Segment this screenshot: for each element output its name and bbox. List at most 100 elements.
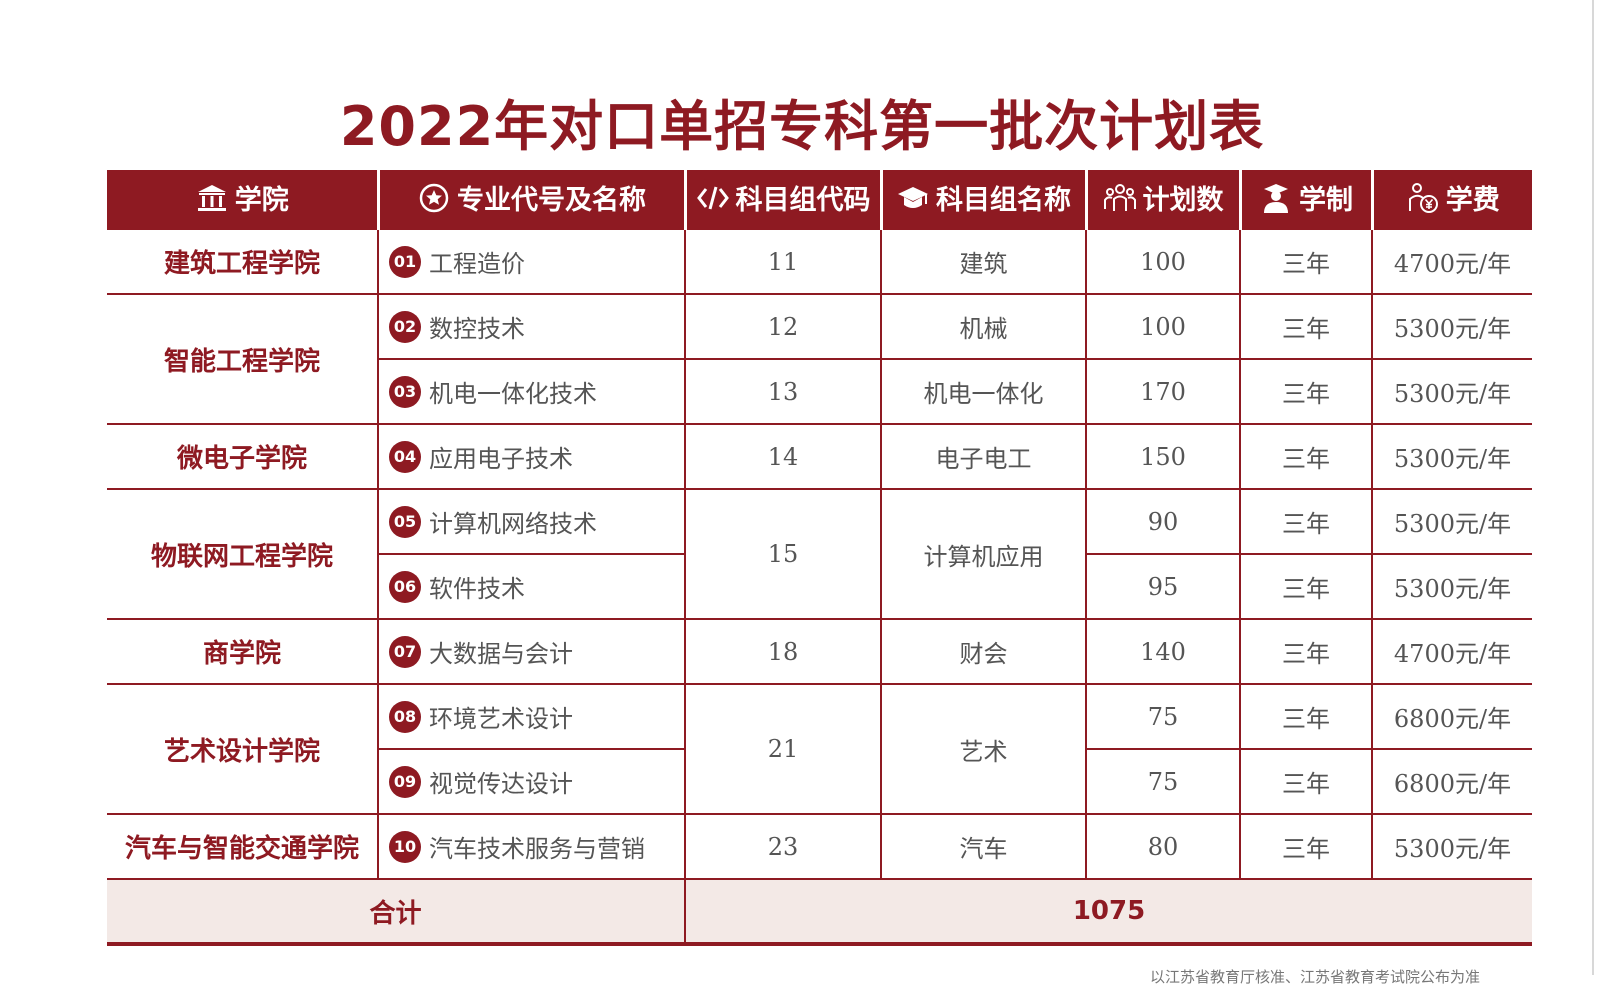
group-code-cell: 18 <box>684 619 881 685</box>
group-name-cell: 机电一体化 <box>880 359 1086 425</box>
header-plan-label: 计划数 <box>1142 185 1224 217</box>
group-name-cell: 机械 <box>880 294 1086 360</box>
table-row: 06 软件技术 95 三年 5300元/年 <box>107 554 1532 620</box>
major-cell: 09 视觉传达设计 <box>377 749 685 815</box>
major-number-badge: 09 <box>389 765 421 798</box>
plan-cell: 90 <box>1085 489 1240 555</box>
major-cell: 10 汽车技术服务与营销 <box>377 814 685 880</box>
header-major-label: 专业代号及名称 <box>457 185 646 217</box>
header-group-code-label: 科目组代码 <box>735 185 871 217</box>
major-number-badge: 03 <box>389 375 421 408</box>
major-cell: 02 数控技术 <box>377 294 685 360</box>
header-fee: 学费 <box>1370 170 1532 230</box>
header-fee-label: 学费 <box>1445 185 1500 217</box>
institution-icon <box>195 181 229 215</box>
major-name: 工程造价 <box>429 250 525 278</box>
major-cell: 07 大数据与会计 <box>377 619 685 685</box>
group-name-cell: 电子电工 <box>880 424 1086 490</box>
table-row: 商学院 07 大数据与会计 18 财会 140 三年 4700元/年 <box>107 619 1532 685</box>
plan-cell: 140 <box>1085 619 1240 685</box>
group-name-cell: 艺术 <box>880 684 1086 815</box>
header-group-name-label: 科目组名称 <box>936 185 1071 217</box>
duration-cell: 三年 <box>1239 230 1372 295</box>
college-cell: 汽车与智能交通学院 <box>107 814 378 880</box>
group-name-cell: 汽车 <box>880 814 1086 880</box>
plan-cell: 100 <box>1085 294 1240 360</box>
page-title: 2022年对口单招专科第一批次计划表 <box>339 95 1265 158</box>
table-row: 物联网工程学院 05 计算机网络技术 15 计算机应用 90 三年 5300元/年 <box>107 489 1532 620</box>
table-row: 03 机电一体化技术 13 机电一体化 170 三年 5300元/年 <box>107 359 1532 425</box>
header-major: 专业代号及名称 <box>376 170 685 230</box>
header-plan: 计划数 <box>1084 170 1240 230</box>
plan-cell: 80 <box>1085 814 1240 880</box>
total-value: 1075 <box>684 879 1532 946</box>
college-cell: 商学院 <box>107 619 378 685</box>
fee-cell: 5300元/年 <box>1371 489 1532 555</box>
plan-cell: 75 <box>1085 684 1240 750</box>
header-duration: 学制 <box>1238 170 1372 230</box>
table-row: 09 视觉传达设计 75 三年 6800元/年 <box>107 749 1532 815</box>
graduate-person-icon <box>1259 181 1293 215</box>
header-group-code: 科目组代码 <box>683 170 881 230</box>
table-row: 建筑工程学院 01 工程造价 11 建筑 100 三年 4700元/年 <box>107 230 1532 295</box>
duration-cell: 三年 <box>1239 619 1372 685</box>
duration-cell: 三年 <box>1239 684 1372 750</box>
major-cell: 06 软件技术 <box>377 554 685 620</box>
duration-cell: 三年 <box>1239 814 1372 880</box>
group-code-cell: 15 <box>684 489 881 620</box>
duration-cell: 三年 <box>1239 424 1372 490</box>
total-row: 合计 1075 <box>107 879 1532 946</box>
college-cell: 建筑工程学院 <box>107 230 378 295</box>
plan-table: 学院 专业代号及名称 科目组代码 <box>107 170 1532 946</box>
group-code-cell: 12 <box>684 294 881 360</box>
duration-cell: 三年 <box>1239 359 1372 425</box>
group-code-cell: 21 <box>684 684 881 815</box>
fee-cell: 4700元/年 <box>1371 619 1532 685</box>
fee-cell: 5300元/年 <box>1371 294 1532 360</box>
page-edge-divider <box>1592 0 1594 975</box>
header-college-label: 学院 <box>234 185 289 217</box>
fee-cell: 4700元/年 <box>1371 230 1532 295</box>
major-number-badge: 02 <box>389 310 421 343</box>
major-number-badge: 04 <box>389 440 421 473</box>
major-name: 机电一体化技术 <box>429 380 597 408</box>
duration-cell: 三年 <box>1239 294 1372 360</box>
star-circle-icon <box>417 181 451 215</box>
plan-cell: 170 <box>1085 359 1240 425</box>
major-number-badge: 10 <box>389 830 421 863</box>
major-cell: 01 工程造价 <box>377 230 685 295</box>
fee-cell: 6800元/年 <box>1371 684 1532 750</box>
fee-cell: 5300元/年 <box>1371 554 1532 620</box>
major-number-badge: 08 <box>389 700 421 733</box>
major-name: 数控技术 <box>429 315 525 343</box>
duration-cell: 三年 <box>1239 489 1372 555</box>
major-name: 汽车技术服务与营销 <box>429 835 645 863</box>
major-number-badge: 06 <box>389 570 421 603</box>
plan-cell: 75 <box>1085 749 1240 815</box>
major-number-badge: 05 <box>389 505 421 538</box>
major-name: 软件技术 <box>429 575 525 603</box>
person-yuan-icon <box>1406 181 1440 215</box>
major-name: 视觉传达设计 <box>429 770 573 798</box>
major-name: 大数据与会计 <box>429 640 573 668</box>
duration-cell: 三年 <box>1239 749 1372 815</box>
header-group-name: 科目组名称 <box>879 170 1086 230</box>
plan-cell: 150 <box>1085 424 1240 490</box>
major-number-badge: 01 <box>389 245 421 278</box>
major-cell: 08 环境艺术设计 <box>377 684 685 750</box>
major-cell: 05 计算机网络技术 <box>377 489 685 555</box>
fee-cell: 6800元/年 <box>1371 749 1532 815</box>
footnote: 以江苏省教育厅核准、江苏省教育考试院公布为准 <box>1150 968 1481 986</box>
group-code-cell: 13 <box>684 359 881 425</box>
plan-cell: 95 <box>1085 554 1240 620</box>
code-brackets-icon <box>696 181 730 215</box>
header-college: 学院 <box>107 170 378 230</box>
header-row: 学院 专业代号及名称 科目组代码 <box>107 170 1532 230</box>
group-name-cell: 建筑 <box>880 230 1086 295</box>
major-name: 环境艺术设计 <box>429 705 573 733</box>
college-cell: 艺术设计学院 <box>107 684 378 815</box>
group-name-cell: 计算机应用 <box>880 489 1086 620</box>
table-row: 艺术设计学院 08 环境艺术设计 21 艺术 75 三年 6800元/年 <box>107 684 1532 815</box>
header-duration-label: 学制 <box>1299 185 1353 217</box>
table-row: 汽车与智能交通学院 10 汽车技术服务与营销 23 汽车 80 三年 5300元/… <box>107 814 1532 880</box>
